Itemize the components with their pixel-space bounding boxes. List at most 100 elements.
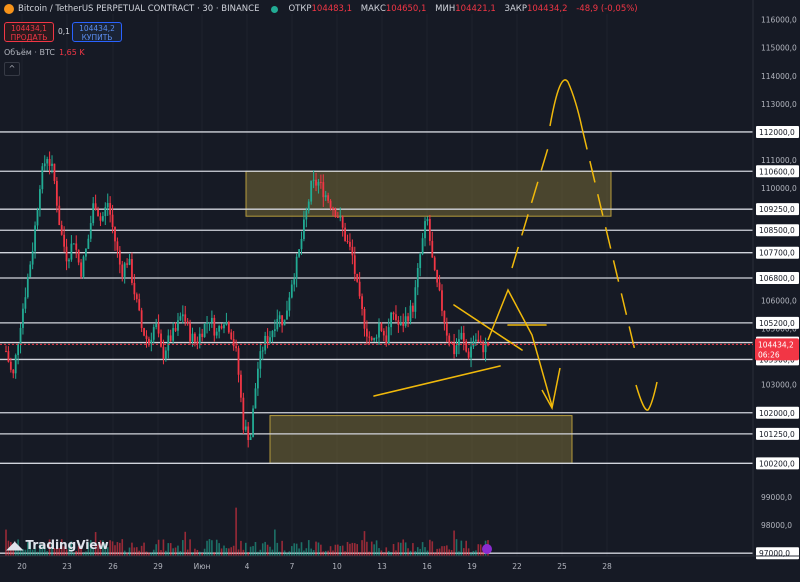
candle-body [433,257,436,270]
candle-body [271,330,274,338]
level-badge-label: 106800,0 [759,274,795,283]
candle-body [189,323,191,342]
candle-body [346,241,349,243]
volume-bar [184,531,187,556]
volume-bar [339,545,342,556]
volume-bar [150,552,153,556]
volume-bar [467,548,470,556]
volume-bar [68,543,70,556]
candle-body [5,350,7,352]
candle-body [179,316,182,321]
tradingview-icon: ◢◣ [6,538,23,552]
candle-body [70,243,73,260]
volume-bar [14,546,17,556]
volume-bar [133,547,136,556]
level-badge-label: 102000,0 [759,409,795,418]
order-quantity[interactable]: 0,1 [58,27,70,36]
candle-body [198,333,201,344]
volume-bar [218,543,220,556]
candle-body [290,284,293,298]
candle-body [99,216,102,221]
candle-body [404,316,407,326]
level-badge [756,246,799,259]
candle-body [441,290,443,311]
volume-bar [182,540,184,556]
volume-bar [249,546,252,556]
candle-body [48,159,51,166]
volume-bar [373,544,375,556]
volume-bar [104,543,107,556]
volume-bar [135,547,138,556]
volume-bar [324,550,327,556]
price-tick-label: 105000,0 [761,325,797,334]
candle-body [58,205,61,226]
candle-body [341,216,344,228]
candle-body [17,343,20,356]
volume-bar [353,543,356,556]
volume-bar [322,551,325,556]
candle-body [12,369,15,374]
candle-body [252,408,254,438]
volume-bar [448,549,451,556]
collapse-legend-icon[interactable]: ^ [4,62,20,76]
volume-bar [5,529,7,556]
candle-body [479,341,482,343]
candle-body [97,209,99,217]
candle-body [46,159,49,164]
candle-body [87,238,90,249]
candle-body [225,322,228,325]
candle-body [24,297,27,309]
ohlc-values: ОТКР104483,1 МАКС104650,1 МИН104421,1 ЗА… [288,4,638,14]
volume-bar [17,539,19,556]
candle-body [477,339,480,342]
candle-body [94,203,97,210]
level-badge [756,427,799,440]
candle-body [235,346,238,349]
candle-body [273,329,276,331]
candle-body [339,216,342,218]
candle-body [409,305,412,322]
candle-body [254,388,257,409]
candle-body [244,426,247,430]
buy-button[interactable]: 104434,2 КУПИТЬ [72,22,122,42]
volume-bar [179,551,182,556]
candle-body [9,361,12,370]
time-tick-label: 10 [332,562,342,571]
candle-body [213,317,216,336]
candle-body [474,339,477,341]
volume-bar [39,543,41,556]
volume-bar [56,542,58,556]
volume-bar [208,539,211,556]
volume-bar [70,541,73,556]
candle-body [385,335,388,344]
sell-button[interactable]: 104434,1 ПРОДАТЬ [4,22,54,42]
candle-body [232,339,235,347]
candle-body [458,339,460,346]
volume-bar [34,543,36,556]
volume-bar [470,552,472,556]
candle-body [155,323,158,328]
volume-bar [274,529,276,556]
volume-bar [235,507,237,556]
candle-body [148,338,150,343]
candle-body [363,308,366,329]
volume-bar [220,548,223,556]
candle-body [92,203,95,224]
candle-body [247,426,250,441]
level-badge-label: 107700,0 [759,249,795,258]
symbol-title[interactable]: Bitcoin / TetherUS PERPETUAL CONTRACT · … [18,4,260,14]
volume-bar [327,550,329,556]
volume-bar [85,551,87,556]
volume-bar [288,551,291,556]
candle-body [375,337,378,339]
volume-bar [303,550,305,556]
candle-body [157,323,160,334]
volume-bar [232,545,235,556]
volume-bar [366,541,368,556]
volume-bar [140,545,143,556]
candle-body [421,238,424,255]
volume-bar [252,546,254,556]
candle-body [106,203,109,208]
